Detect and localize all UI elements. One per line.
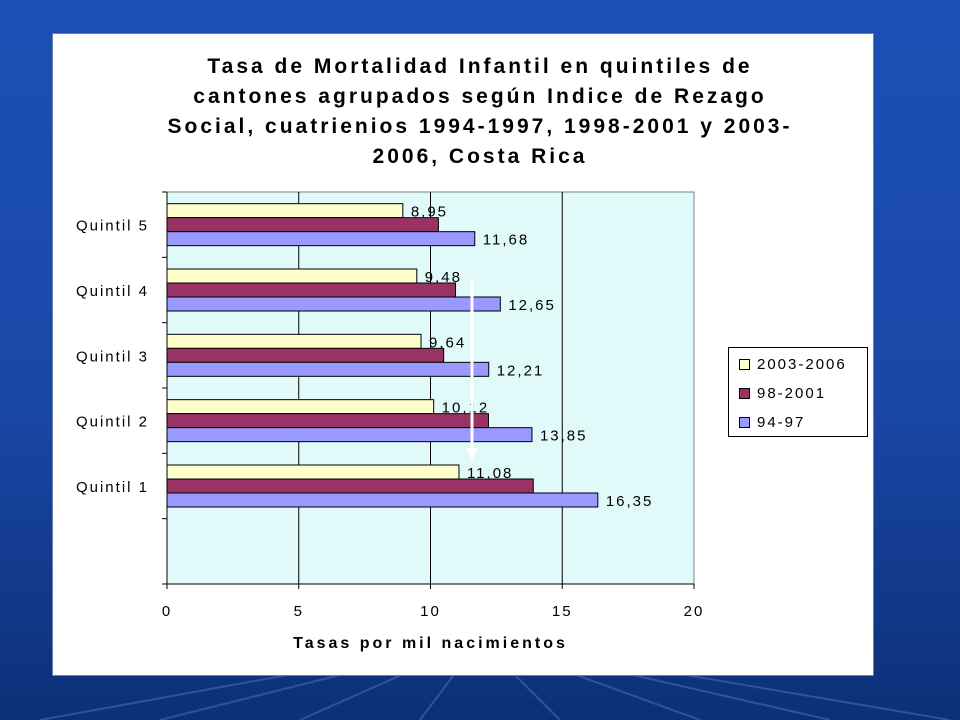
data-label: 11,08 (467, 465, 513, 482)
x-tick-label: 0 (162, 603, 172, 620)
y-category-label: Quintil 2 (76, 414, 149, 431)
data-label: 12,65 (508, 297, 556, 314)
bar (166, 399, 435, 415)
chart-legend: 2003-2006 98-2001 94-97 (728, 347, 868, 437)
bar (166, 427, 533, 443)
chart-title-line: Social, cuatrienios 1994-1997, 1998-2001… (167, 115, 793, 138)
y-category-label: Quintil 3 (76, 348, 149, 365)
data-label: 12,21 (497, 362, 545, 379)
bar (166, 361, 490, 377)
chart-title-line: cantones agrupados según Indice de Rezag… (193, 85, 767, 108)
bar (166, 478, 534, 494)
chart-title-line: 2006, Costa Rica (372, 145, 588, 168)
bar (166, 333, 422, 349)
legend-swatch (739, 387, 750, 399)
legend-swatch (739, 416, 750, 428)
bar (166, 464, 460, 480)
data-label: 16,35 (606, 493, 654, 510)
bar (166, 268, 418, 284)
chart-title-line: Tasa de Mortalidad Infantil en quintiles… (207, 55, 753, 78)
bar (166, 203, 404, 219)
legend-item: 2003-2006 (739, 354, 847, 374)
bar (166, 296, 501, 312)
data-label: 11,68 (483, 232, 529, 249)
bar (166, 413, 489, 429)
x-tick-label: 10 (420, 603, 441, 620)
y-category-label: Quintil 1 (76, 479, 149, 496)
bar (166, 347, 445, 363)
legend-label: 2003-2006 (757, 355, 847, 373)
data-label: 9,64 (429, 334, 466, 351)
legend-label: 98-2001 (757, 384, 827, 402)
chart-title: Tasa de Mortalidad Infantil en quintiles… (0, 52, 960, 172)
data-label: 10,12 (442, 400, 490, 417)
annotation-arrow-head (466, 448, 478, 460)
legend-label: 94-97 (757, 413, 806, 431)
data-label: 8,95 (411, 204, 448, 221)
bar (166, 492, 599, 508)
y-category-label: Quintil 5 (76, 218, 149, 235)
x-tick-label: 5 (294, 603, 304, 620)
y-category-label: Quintil 4 (76, 283, 149, 300)
bar (166, 231, 476, 247)
data-label: 13,85 (540, 428, 588, 445)
x-tick-label: 15 (552, 603, 573, 620)
bar (166, 217, 439, 233)
bar (166, 282, 457, 298)
x-tick-label: 20 (684, 603, 705, 620)
data-label: 9,48 (425, 269, 462, 286)
legend-swatch (739, 358, 750, 370)
legend-item: 94-97 (739, 412, 805, 432)
x-axis-title: Tasas por mil nacimientos (293, 635, 568, 652)
legend-item: 98-2001 (739, 383, 826, 403)
